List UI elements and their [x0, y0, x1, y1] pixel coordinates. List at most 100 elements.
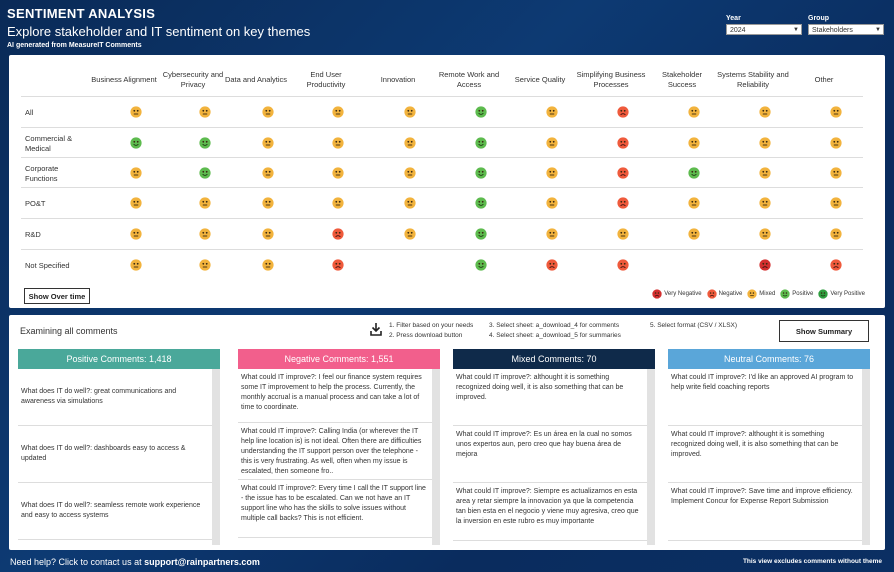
- mixed-face-icon[interactable]: [332, 137, 344, 149]
- mixed-face-icon[interactable]: [404, 106, 416, 118]
- mixed-face-icon[interactable]: [262, 167, 274, 179]
- legend-item: Mixed: [747, 289, 775, 299]
- matrix-row: Corporate Functions: [21, 157, 863, 188]
- mixed-face-icon[interactable]: [130, 106, 142, 118]
- positive-face-icon[interactable]: [688, 167, 700, 179]
- mixed-face-icon[interactable]: [759, 106, 771, 118]
- download-icon[interactable]: [370, 322, 382, 336]
- negative-face-icon[interactable]: [617, 259, 629, 271]
- mixed-face-icon[interactable]: [262, 228, 274, 240]
- matrix-row-label: Commercial & Medical: [25, 133, 73, 153]
- mixed-face-icon[interactable]: [199, 106, 211, 118]
- mixed-face-icon[interactable]: [830, 137, 842, 149]
- year-select[interactable]: 2024 ▼: [726, 24, 802, 35]
- mixed-face-icon[interactable]: [759, 137, 771, 149]
- mixed-face-icon[interactable]: [688, 197, 700, 209]
- mixed-face-icon[interactable]: [688, 137, 700, 149]
- year-select-value: 2024: [730, 27, 746, 34]
- comment-item: What could IT improve?: Every time I cal…: [238, 480, 432, 538]
- negative-face-icon[interactable]: [617, 137, 629, 149]
- mixed-face-icon[interactable]: [688, 106, 700, 118]
- mixed-face-icon[interactable]: [617, 228, 629, 240]
- mixed-face-icon[interactable]: [404, 228, 416, 240]
- comment-item: What could IT improve?: Save time and im…: [668, 483, 862, 541]
- comment-column: Positive Comments: 1,418 What does IT do …: [18, 349, 220, 545]
- matrix-row-label: PO&T: [25, 198, 46, 208]
- mixed-face-icon[interactable]: [404, 167, 416, 179]
- mixed-face-icon[interactable]: [130, 228, 142, 240]
- mixed-face-icon[interactable]: [130, 167, 142, 179]
- matrix-row: Not Specified: [21, 249, 863, 280]
- show-over-time-button[interactable]: Show Over time: [24, 288, 90, 304]
- mixed-face-icon[interactable]: [546, 106, 558, 118]
- comment-item: What could IT improve?: Calling India (o…: [238, 423, 432, 480]
- positive-face-icon[interactable]: [475, 228, 487, 240]
- positive-face-icon[interactable]: [475, 137, 487, 149]
- comment-list[interactable]: What does IT do well?: great communicati…: [18, 369, 220, 545]
- negative-face-icon[interactable]: [332, 228, 344, 240]
- mixed-face-icon[interactable]: [130, 197, 142, 209]
- mixed-face-icon[interactable]: [404, 197, 416, 209]
- mixed-face-icon[interactable]: [546, 228, 558, 240]
- comment-item: What does IT do well?: great communicati…: [18, 369, 212, 426]
- positive-face-icon[interactable]: [475, 167, 487, 179]
- show-summary-button[interactable]: Show Summary: [779, 320, 869, 342]
- matrix-column-header: Systems Stability and Reliability: [717, 70, 789, 89]
- positive-face-icon[interactable]: [199, 167, 211, 179]
- mixed-face-icon[interactable]: [332, 167, 344, 179]
- mixed-face-icon[interactable]: [199, 228, 211, 240]
- mixed-face-icon[interactable]: [199, 259, 211, 271]
- very-negative-face-icon[interactable]: [759, 259, 771, 271]
- comment-list[interactable]: What could IT improve?: althought it is …: [453, 369, 655, 545]
- positive-face-icon[interactable]: [475, 197, 487, 209]
- mixed-face-icon[interactable]: [759, 197, 771, 209]
- group-select[interactable]: Stakeholders ▼: [808, 24, 884, 35]
- negative-face-icon[interactable]: [617, 106, 629, 118]
- mixed-face-icon[interactable]: [546, 137, 558, 149]
- mixed-face-icon[interactable]: [332, 106, 344, 118]
- comment-column-header: Positive Comments: 1,418: [18, 349, 220, 369]
- positive-face-icon[interactable]: [130, 137, 142, 149]
- ai-note: AI generated from MeasureIT Comments: [7, 42, 142, 49]
- mixed-face-icon[interactable]: [830, 167, 842, 179]
- mixed-face-icon[interactable]: [830, 228, 842, 240]
- negative-face-icon[interactable]: [332, 259, 344, 271]
- very-positive-face-icon: [818, 289, 828, 299]
- negative-face-icon[interactable]: [546, 259, 558, 271]
- mixed-face-icon[interactable]: [130, 259, 142, 271]
- chevron-down-icon: ▼: [875, 27, 881, 33]
- mixed-face-icon[interactable]: [759, 228, 771, 240]
- mixed-face-icon[interactable]: [199, 197, 211, 209]
- negative-face-icon[interactable]: [617, 167, 629, 179]
- legend-label: Mixed: [759, 291, 776, 297]
- support-email-link[interactable]: support@rainpartners.com: [144, 557, 260, 567]
- mixed-face-icon[interactable]: [332, 197, 344, 209]
- mixed-face-icon[interactable]: [759, 167, 771, 179]
- mixed-face-icon[interactable]: [830, 197, 842, 209]
- positive-face-icon[interactable]: [475, 106, 487, 118]
- comment-item: What could IT improve?: althought it is …: [453, 369, 647, 426]
- mixed-face-icon[interactable]: [262, 137, 274, 149]
- mixed-face-icon[interactable]: [262, 259, 274, 271]
- mixed-face-icon: [747, 289, 757, 299]
- step-5: 5. Select format (CSV / XLSX): [650, 322, 738, 329]
- mixed-face-icon[interactable]: [404, 137, 416, 149]
- year-filter: Year 2024 ▼: [726, 15, 802, 35]
- mixed-face-icon[interactable]: [688, 228, 700, 240]
- mixed-face-icon[interactable]: [262, 197, 274, 209]
- comment-list[interactable]: What could IT improve?: I feel our finan…: [238, 369, 440, 545]
- comment-column-header: Neutral Comments: 76: [668, 349, 870, 369]
- mixed-face-icon[interactable]: [830, 106, 842, 118]
- positive-face-icon[interactable]: [475, 259, 487, 271]
- comment-item: What could IT improve?: Es un área en la…: [453, 426, 647, 483]
- negative-face-icon[interactable]: [617, 197, 629, 209]
- matrix-row: PO&T: [21, 187, 863, 218]
- comment-list[interactable]: What could IT improve?: I'd like an appr…: [668, 369, 870, 545]
- mixed-face-icon[interactable]: [546, 197, 558, 209]
- mixed-face-icon[interactable]: [546, 167, 558, 179]
- comment-item: What does IT do well?: dashboards easy t…: [18, 426, 212, 483]
- negative-face-icon[interactable]: [830, 259, 842, 271]
- mixed-face-icon[interactable]: [262, 106, 274, 118]
- positive-face-icon[interactable]: [199, 137, 211, 149]
- legend-item: Very Negative: [652, 289, 702, 299]
